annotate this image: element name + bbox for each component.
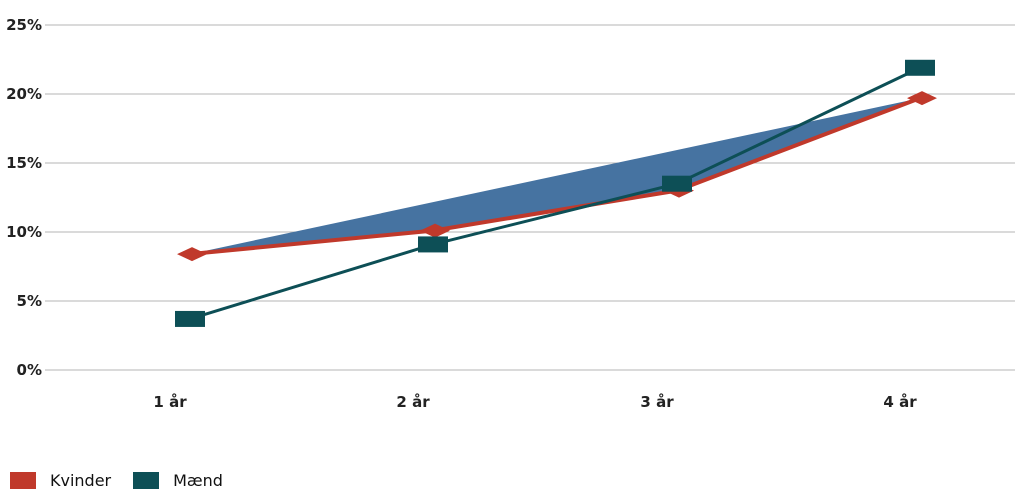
- series-lines: [189, 66, 921, 321]
- point-kvinder-4: [907, 91, 937, 106]
- point-kvinder-1: [177, 247, 207, 262]
- y-tick-label: 25%: [6, 16, 42, 34]
- legend-swatch-maend: [133, 472, 160, 489]
- legend-label-maend: Mænd: [173, 471, 223, 490]
- x-tick-label: 1 år: [153, 393, 187, 411]
- x-axis-ticks: 1 år 2 år 3 år 4 år: [153, 393, 917, 411]
- y-tick-label: 20%: [6, 85, 42, 103]
- point-maend-3: [662, 175, 692, 192]
- point-maend-1: [175, 310, 205, 327]
- y-tick-label: 10%: [6, 223, 42, 241]
- legend-label-kvinder: Kvinder: [50, 471, 112, 490]
- gridlines: [45, 24, 1015, 371]
- y-tick-label: 0%: [17, 361, 42, 379]
- x-tick-label: 2 år: [396, 393, 430, 411]
- x-tick-label: 3 år: [640, 393, 674, 411]
- point-kvinder-2: [420, 223, 450, 238]
- point-maend-2: [418, 236, 448, 253]
- y-tick-label: 5%: [17, 292, 42, 310]
- legend: Kvinder Mænd: [10, 471, 245, 490]
- legend-swatch-kvinder: [10, 472, 36, 489]
- shaded-area: [190, 98, 920, 255]
- line-chart: 0% 5% 10% 15% 20% 25% 1 år 2 år 3 år 4 år: [6, 16, 1015, 411]
- y-axis-ticks: 0% 5% 10% 15% 20% 25%: [6, 16, 42, 379]
- y-tick-label: 15%: [6, 154, 42, 172]
- x-tick-label: 4 år: [883, 393, 917, 411]
- series-line-kvinder: [189, 96, 921, 257]
- series-markers: [175, 59, 937, 327]
- point-maend-4: [905, 59, 935, 76]
- difference-area: [190, 98, 920, 255]
- legend-item-kvinder: Kvinder: [10, 471, 111, 490]
- series-line-maend: [189, 66, 921, 321]
- legend-item-maend: Mænd: [133, 471, 223, 490]
